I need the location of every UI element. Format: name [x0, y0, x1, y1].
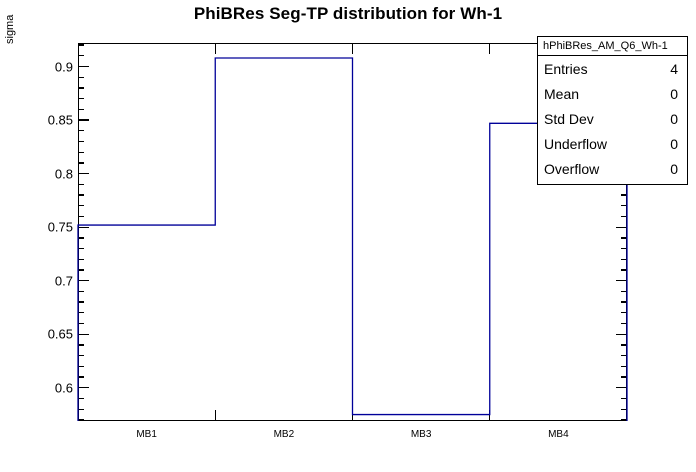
y-tick-minor	[621, 247, 627, 250]
y-tick-minor	[78, 312, 84, 314]
y-tick-minor	[78, 237, 84, 239]
y-tick-minor	[78, 98, 84, 100]
y-tick-minor	[78, 419, 84, 421]
y-tick-minor	[621, 376, 627, 378]
y-tick-minor	[78, 269, 84, 271]
y-tick-minor	[621, 397, 627, 400]
stats-row-value: 0	[670, 111, 678, 127]
y-tick-label: 0.75	[47, 219, 73, 235]
y-tick-major	[78, 119, 89, 121]
x-tick-major	[351, 410, 354, 421]
y-tick-minor	[621, 355, 627, 357]
x-tick-major	[489, 410, 491, 421]
y-tick-minor	[621, 215, 627, 218]
y-tick-minor	[621, 194, 627, 196]
x-tick-major	[351, 43, 354, 54]
y-tick-minor	[78, 130, 84, 132]
y-tick-minor	[78, 322, 84, 325]
y-tick-minor	[78, 247, 84, 250]
y-tick-minor	[621, 269, 627, 271]
stats-box-rows: Entries 4 Mean 0 Std Dev 0 Underflow 0 Overflow 0	[538, 56, 687, 184]
y-tick-minor	[78, 205, 84, 207]
x-tick-label: MB4	[548, 429, 569, 440]
x-tick-label: MB1	[136, 429, 157, 440]
y-tick-minor	[78, 258, 84, 260]
stats-row-label: Overflow	[544, 161, 600, 177]
y-tick-minor	[621, 322, 627, 325]
y-tick-major	[78, 65, 89, 68]
y-tick-label: 0.65	[47, 326, 73, 342]
stats-row: Overflow 0	[538, 157, 687, 182]
y-tick-label: 0.8	[54, 166, 73, 182]
y-tick-minor	[78, 344, 84, 346]
y-tick-minor	[621, 258, 627, 260]
y-tick-label: 0.85	[47, 112, 73, 128]
stats-row: Entries 4	[538, 57, 687, 82]
x-tick-major	[214, 410, 216, 421]
y-tick-major	[78, 333, 89, 335]
stats-row: Std Dev 0	[538, 107, 687, 132]
y-tick-minor	[621, 408, 627, 410]
y-tick-major	[78, 387, 89, 389]
stats-row-value: 4	[670, 61, 678, 77]
y-tick-minor	[78, 355, 84, 357]
y-tick-major	[78, 226, 89, 228]
y-tick-minor	[78, 194, 84, 196]
y-tick-minor	[78, 87, 84, 89]
y-tick-minor	[78, 76, 84, 78]
y-tick-minor	[78, 408, 84, 410]
stats-row-label: Entries	[544, 61, 588, 77]
y-tick-major	[78, 280, 89, 282]
y-tick-minor	[621, 365, 627, 368]
y-tick-minor	[78, 108, 84, 111]
y-tick-minor	[621, 312, 627, 314]
y-tick-minor	[78, 301, 84, 303]
x-tick-label: MB3	[410, 429, 432, 440]
y-tick-minor	[78, 215, 84, 218]
stats-row: Mean 0	[538, 82, 687, 107]
y-tick-minor	[78, 365, 84, 368]
y-tick-major	[78, 172, 89, 175]
y-tick-minor	[78, 151, 84, 153]
x-tick-label: MB2	[273, 429, 295, 440]
y-tick-label: 0.9	[54, 59, 73, 75]
stats-row: Underflow 0	[538, 132, 687, 157]
y-tick-minor	[78, 290, 84, 293]
y-tick-minor	[621, 344, 627, 346]
y-tick-minor	[621, 419, 627, 421]
y-tick-minor	[78, 55, 84, 57]
y-tick-major	[616, 387, 627, 389]
stats-row-value: 0	[670, 86, 678, 102]
stats-row-label: Std Dev	[544, 111, 594, 127]
y-tick-minor	[78, 397, 84, 400]
page-title: PhiBRes Seg-TP distribution for Wh-1	[193, 4, 503, 23]
x-tick-major	[489, 43, 491, 54]
y-tick-minor	[621, 205, 627, 207]
stats-box[interactable]: hPhiBRes_AM_Q6_Wh-1 Entries 4 Mean 0 Std Dev…	[537, 36, 688, 185]
y-tick-major	[616, 226, 627, 228]
stats-row-label: Mean	[544, 86, 580, 102]
y-tick-major	[616, 280, 627, 282]
y-tick-minor	[621, 301, 627, 303]
stats-box-title: hPhiBRes_AM_Q6_Wh-1	[538, 37, 687, 56]
y-tick-minor	[78, 140, 84, 143]
stats-row-value: 0	[670, 136, 678, 152]
y-tick-major	[616, 333, 627, 335]
y-tick-label: 0.7	[54, 273, 73, 289]
y-tick-minor	[621, 237, 627, 239]
y-tick-minor	[78, 44, 84, 46]
y-tick-minor	[78, 376, 84, 378]
y-tick-minor	[78, 183, 84, 185]
y-tick-minor	[78, 162, 84, 164]
y-tick-minor	[621, 290, 627, 293]
y-axis-title: sigma	[4, 14, 16, 44]
stats-row-label: Underflow	[544, 136, 608, 152]
x-tick-major	[214, 43, 216, 54]
stats-row-value: 0	[670, 161, 678, 177]
y-tick-label: 0.6	[54, 380, 73, 396]
